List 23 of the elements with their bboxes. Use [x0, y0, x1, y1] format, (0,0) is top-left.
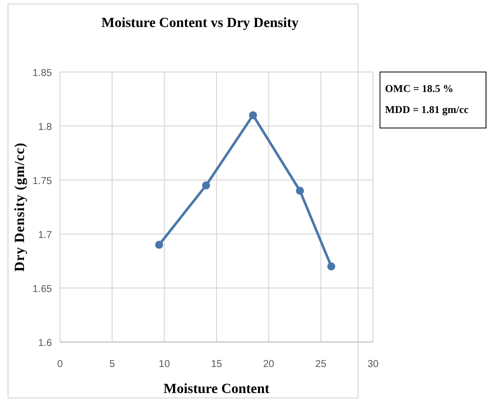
point [249, 111, 258, 120]
point [327, 262, 336, 270]
y-axis-title: Dry Density (gm/cc) [13, 142, 28, 272]
point [202, 181, 210, 190]
x-tick-label: 25 [315, 359, 327, 370]
x-tick-label: 10 [158, 359, 170, 370]
y-tick-label: 1.85 [32, 68, 52, 79]
x-tick-label: 20 [263, 359, 275, 370]
x-axis-title: Moisture Content [164, 382, 270, 397]
text: OMC = 18.5 % [385, 84, 454, 95]
point [296, 186, 304, 195]
y-tick-label: 1.8 [38, 122, 52, 133]
point [155, 240, 164, 249]
y-tick-label: 1.65 [32, 284, 52, 295]
x-tick-label: 0 [57, 359, 64, 370]
x-tick-label: 15 [210, 359, 222, 370]
text: MDD = 1.81 gm/cc [385, 105, 469, 116]
x-tick-label: 30 [367, 359, 379, 370]
y-tick-label: 1.6 [38, 338, 52, 349]
y-tick-label: 1.75 [32, 176, 52, 187]
x-tick-label: 5 [109, 359, 116, 370]
chart-title: Moisture Content vs Dry Density [101, 16, 299, 31]
y-tick-label: 1.7 [38, 230, 52, 241]
